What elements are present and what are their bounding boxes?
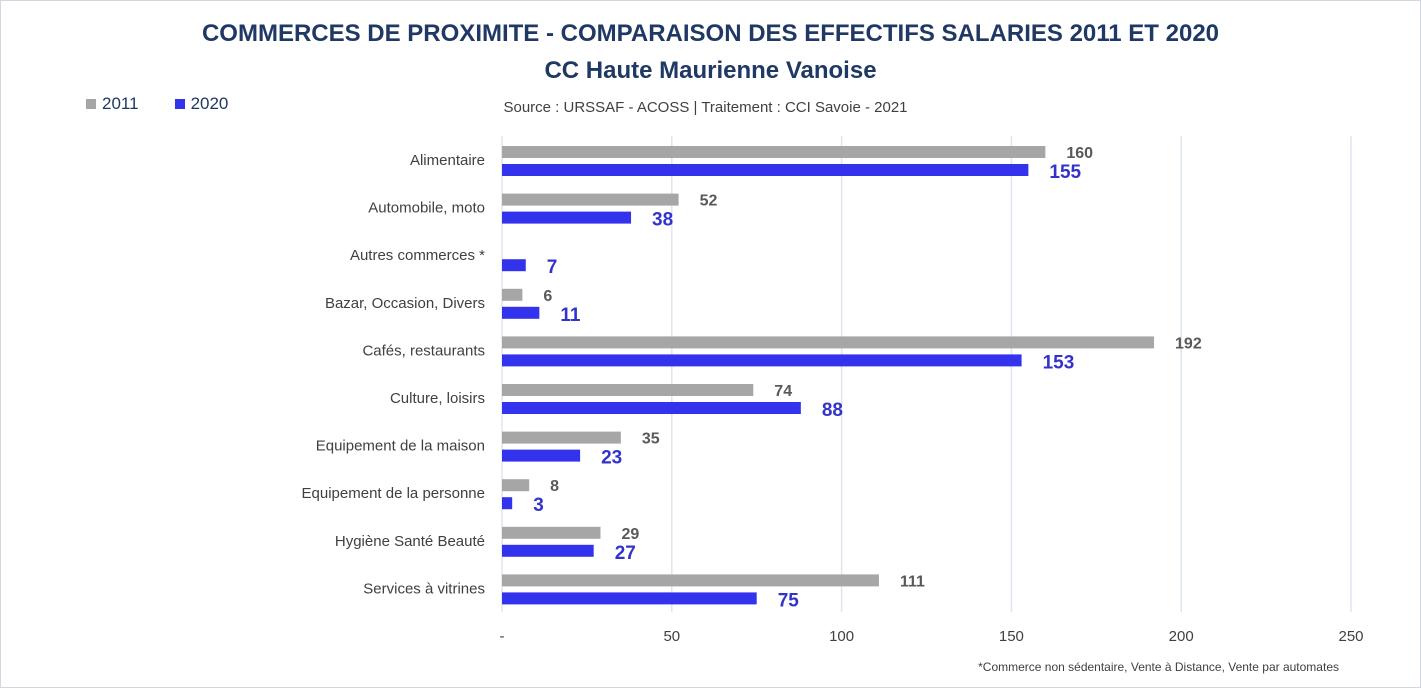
- bar-2020: [502, 592, 757, 605]
- data-label-2011: 111: [900, 573, 925, 590]
- data-label-2011: 52: [700, 193, 718, 210]
- data-label-2011: 74: [774, 383, 792, 400]
- x-tick-label: 200: [1169, 628, 1194, 645]
- data-label-2011: 8: [550, 478, 559, 495]
- bar-2020: [502, 497, 513, 510]
- data-label-2011: 192: [1175, 335, 1202, 352]
- data-label-2020: 38: [652, 210, 673, 231]
- bar-2011: [502, 384, 754, 396]
- category-label: Automobile, moto: [368, 200, 485, 217]
- legend-label-2020: 2020: [190, 94, 229, 113]
- data-label-2020: 11: [560, 305, 581, 326]
- data-label-2011: 6: [543, 288, 552, 305]
- chart-subtitle: CC Haute Maurienne Vanoise: [544, 57, 877, 84]
- bar-2020: [502, 402, 801, 414]
- data-label-2020: 7: [547, 257, 558, 278]
- bar-2011: [502, 574, 879, 587]
- bar-2011: [502, 288, 523, 301]
- bar-2011: [502, 336, 1155, 349]
- chart-title: COMMERCES DE PROXIMITE - COMPARAISON DES…: [201, 20, 1220, 47]
- bar-2020: [502, 449, 581, 462]
- category-label: Equipement de la personne: [302, 485, 485, 502]
- x-tick-label: -: [500, 628, 505, 645]
- data-label-2020: 88: [822, 400, 843, 421]
- data-label-2020: 27: [615, 543, 636, 564]
- data-label-2020: 23: [601, 448, 622, 469]
- legend-item-2011: 2011: [86, 94, 139, 114]
- legend-swatch-2011: [86, 99, 96, 109]
- category-label: Cafés, restaurants: [362, 342, 485, 359]
- data-label-2020: 153: [1043, 352, 1075, 373]
- bar-2020: [502, 544, 594, 557]
- chart-footnote: *Commerce non sédentaire, Vente à Distan…: [978, 660, 1339, 674]
- legend-label-2011: 2011: [102, 94, 139, 113]
- bar-2020: [502, 211, 632, 224]
- legend-item-2020: 2020: [174, 94, 229, 114]
- bar-2011: [502, 431, 621, 444]
- data-label-2011: 160: [1066, 145, 1093, 162]
- bar-2011: [502, 146, 1046, 158]
- data-label-2020: 75: [778, 590, 800, 611]
- x-tick-label: 50: [663, 628, 680, 645]
- category-label: Equipement de la maison: [316, 438, 485, 455]
- category-label: Alimentaire: [410, 152, 485, 169]
- bar-2011: [502, 479, 530, 492]
- category-label: Bazar, Occasion, Divers: [325, 295, 485, 312]
- bar-2020: [502, 354, 1022, 367]
- category-label: Culture, loisirs: [390, 390, 485, 407]
- category-label: Services à vitrines: [363, 580, 485, 597]
- chart-source: Source : URSSAF - ACOSS | Traitement : C…: [503, 99, 908, 116]
- data-label-2020: 155: [1049, 162, 1081, 183]
- legend-swatch-2020: [174, 99, 185, 109]
- bar-2011: [502, 193, 679, 206]
- x-tick-label: 250: [1338, 628, 1363, 645]
- data-label-2011: 29: [621, 526, 639, 543]
- x-tick-label: 100: [829, 628, 854, 645]
- category-label: Autres commerces *: [350, 247, 485, 264]
- bar-2011: [502, 526, 601, 539]
- legend: 2011 2020: [86, 94, 228, 114]
- bar-2020: [502, 164, 1029, 176]
- data-label-2011: 35: [642, 431, 660, 448]
- x-tick-label: 150: [999, 628, 1024, 645]
- category-label: Hygiène Santé Beauté: [335, 533, 485, 550]
- bar-2020: [502, 306, 540, 319]
- data-label-2020: 3: [533, 495, 544, 516]
- bar-2020: [502, 259, 526, 272]
